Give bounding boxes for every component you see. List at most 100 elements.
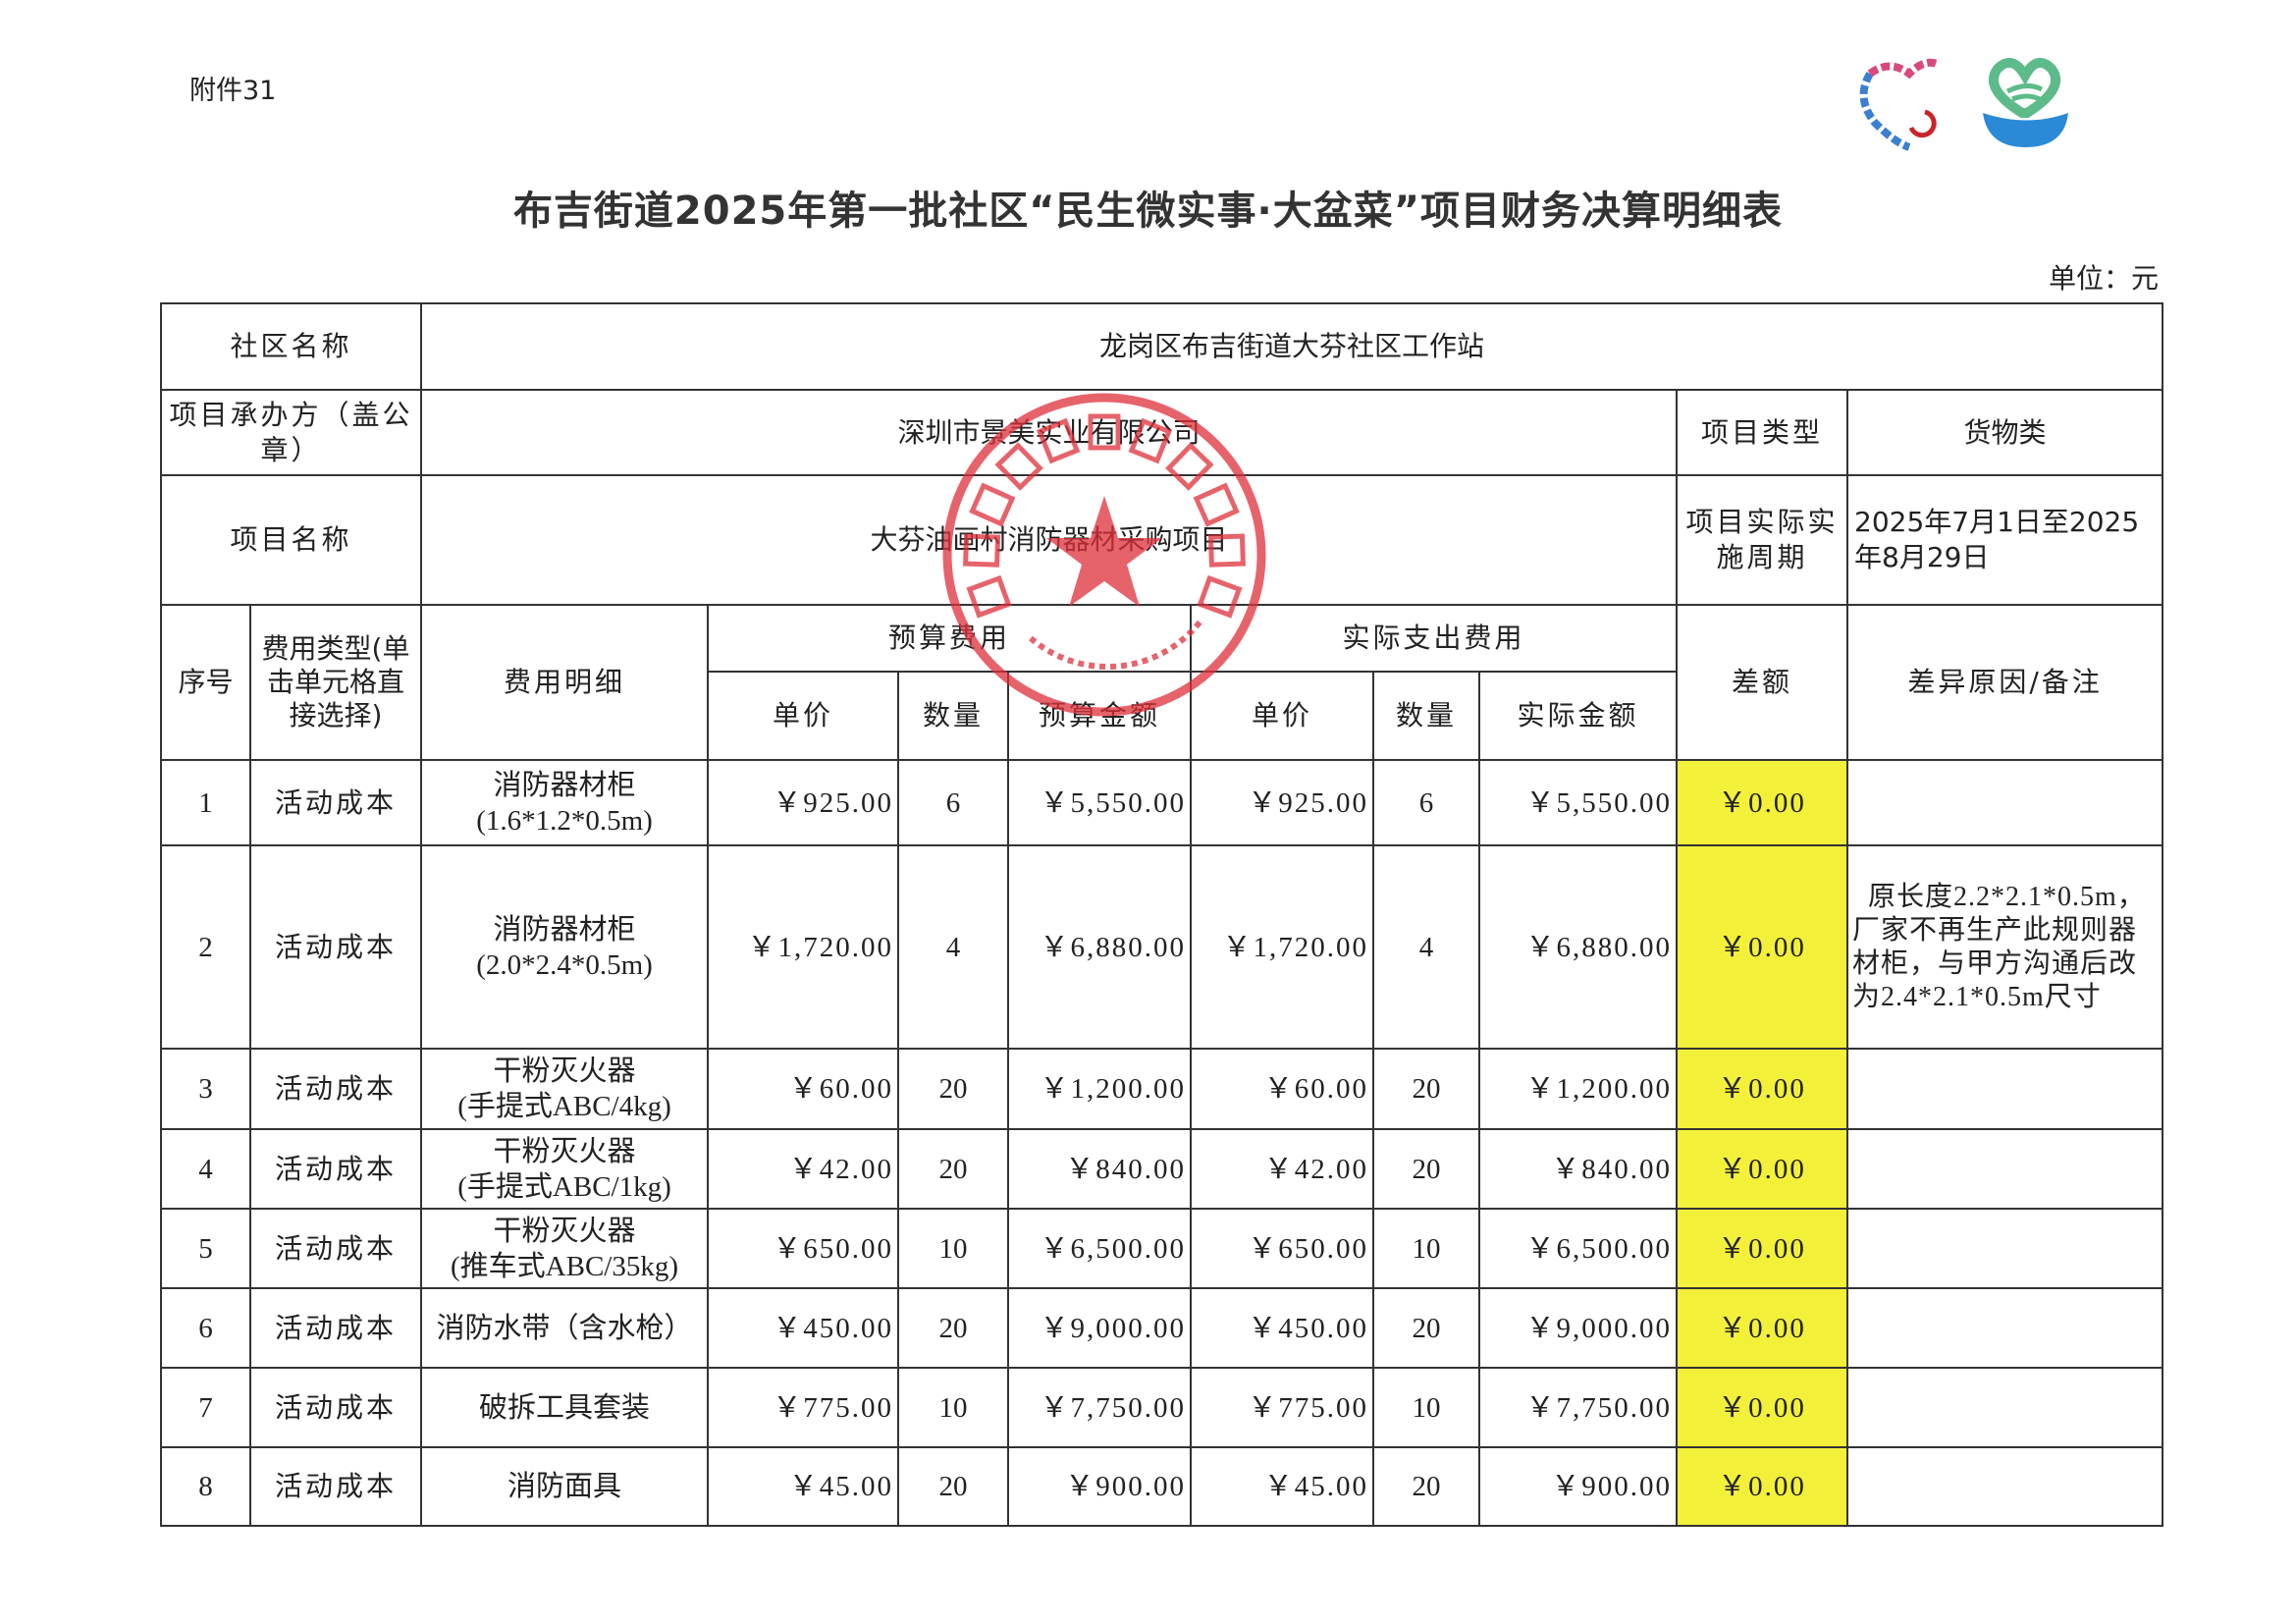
project-type-value: 货物类 [1846, 389, 2164, 476]
cell-detail: 消防器材柜 (2.0*2.4*0.5m) [420, 844, 710, 1050]
col-budget-qty: 数量 [897, 671, 1010, 761]
cell-budget-qty: 4 [897, 844, 1010, 1050]
cell-budget-price: ￥1,720.00 [707, 844, 900, 1050]
cell-actual-price: ￥42.00 [1190, 1128, 1375, 1210]
header-row-1: 序号 费用类型(单击单元格直接选择) 费用明细 预算费用 实际支出费用 差额 差… [160, 604, 2164, 761]
cell-actual-price: ￥45.00 [1190, 1446, 1375, 1527]
community-label: 社区名称 [159, 302, 423, 391]
cell-actual-price: ￥925.00 [1190, 759, 1375, 846]
cell-actual-qty: 20 [1372, 1128, 1481, 1210]
cell-budget-price: ￥60.00 [707, 1048, 900, 1130]
cell-cost-type: 活动成本 [248, 1367, 423, 1448]
cell-seq: 4 [160, 1128, 251, 1210]
cell-actual-amount: ￥9,000.00 [1478, 1287, 1679, 1369]
cell-budget-amount: ￥900.00 [1007, 1446, 1193, 1527]
col-budget-group: 预算费用 [707, 604, 1193, 673]
cell-budget-amount: ￥5,550.00 [1007, 759, 1193, 846]
cell-actual-amount: ￥7,750.00 [1478, 1367, 1679, 1448]
cell-actual-price: ￥775.00 [1190, 1367, 1375, 1448]
table-row: 5 活动成本 干粉灭火器 (推车式ABC/35kg) ￥650.00 10 ￥6,500.… [160, 1208, 2164, 1289]
cell-detail: 干粉灭火器 (手提式ABC/1kg) [420, 1128, 710, 1210]
attachment-label: 附件31 [189, 76, 277, 106]
cell-actual-amount: ￥6,880.00 [1478, 844, 1679, 1050]
cell-actual-price: ￥1,720.00 [1190, 844, 1375, 1050]
table-row: 7 活动成本 破拆工具套装 ￥775.00 10 ￥7,750.00 ￥775.00 10 ￥7… [160, 1367, 2164, 1448]
col-budget-price: 单价 [707, 671, 900, 761]
cell-actual-qty: 20 [1372, 1446, 1481, 1527]
project-name-value: 大芬油画村消防器材采购项目 [420, 474, 1679, 606]
project-name-row: 项目名称 大芬油画村消防器材采购项目 项目实际实施周期 2025年7月1日至20… [159, 474, 2164, 606]
table-row: 3 活动成本 干粉灭火器 (手提式ABC/4kg) ￥60.00 20 ￥1,200.00… [160, 1048, 2164, 1130]
community-value: 龙岗区布吉街道大芬社区工作站 [420, 302, 2164, 391]
cell-budget-amount: ￥7,750.00 [1007, 1367, 1193, 1448]
cell-diff: ￥0.00 [1676, 759, 1849, 846]
cell-actual-qty: 4 [1372, 844, 1481, 1050]
cell-detail: 破拆工具套装 [420, 1367, 710, 1448]
project-name-label: 项目名称 [159, 474, 423, 606]
cell-diff: ￥0.00 [1676, 844, 1849, 1050]
cell-cost-type: 活动成本 [248, 1128, 423, 1210]
cell-budget-qty: 20 [897, 1128, 1010, 1210]
heart-people-logo-icon [1859, 58, 1939, 151]
cell-actual-amount: ￥1,200.00 [1478, 1048, 1679, 1130]
cell-detail: 干粉灭火器 (手提式ABC/4kg) [420, 1048, 710, 1130]
project-type-label: 项目类型 [1676, 389, 1849, 476]
cell-actual-qty: 10 [1372, 1208, 1481, 1289]
table-row: 1 活动成本 消防器材柜 (1.6*1.2*0.5m) ￥925.00 6 ￥5,550.… [160, 759, 2164, 846]
col-diff: 差额 [1676, 604, 1849, 761]
cell-detail: 消防水带（含水枪） [420, 1287, 710, 1369]
cell-diff: ￥0.00 [1676, 1048, 1849, 1130]
col-actual-qty: 数量 [1372, 671, 1481, 761]
cell-budget-price: ￥45.00 [707, 1446, 900, 1527]
cell-budget-price: ￥775.00 [707, 1367, 900, 1448]
cell-budget-amount: ￥6,500.00 [1007, 1208, 1193, 1289]
cell-note: 原长度2.2*2.1*0.5m，厂家不再生产此规则器材柜，与甲方沟通后改为2.4… [1846, 844, 2164, 1050]
cell-budget-amount: ￥9,000.00 [1007, 1287, 1193, 1369]
cell-budget-qty: 6 [897, 759, 1010, 846]
period-label: 项目实际实施周期 [1676, 474, 1849, 606]
cell-cost-type: 活动成本 [248, 759, 423, 846]
cell-note [1846, 1287, 2164, 1369]
cell-budget-amount: ￥6,880.00 [1007, 844, 1193, 1050]
cell-actual-amount: ￥840.00 [1478, 1128, 1679, 1210]
col-note: 差异原因/备注 [1846, 604, 2164, 761]
cell-note [1846, 1128, 2164, 1210]
cell-budget-price: ￥650.00 [707, 1208, 900, 1289]
cell-actual-price: ￥60.00 [1190, 1048, 1375, 1130]
cell-cost-type: 活动成本 [248, 1287, 423, 1369]
unit-label: 单位：元 [2048, 262, 2159, 295]
cell-note [1846, 1367, 2164, 1448]
table-row: 4 活动成本 干粉灭火器 (手提式ABC/1kg) ￥42.00 20 ￥840.00 ￥4… [160, 1128, 2164, 1210]
cell-budget-qty: 20 [897, 1287, 1010, 1369]
cell-seq: 1 [160, 759, 251, 846]
cell-budget-qty: 20 [897, 1446, 1010, 1527]
cell-cost-type: 活动成本 [248, 1208, 423, 1289]
cell-actual-amount: ￥5,550.00 [1478, 759, 1679, 846]
cell-cost-type: 活动成本 [248, 1446, 423, 1527]
organizer-value: 深圳市景美实业有限公司 [420, 389, 1679, 476]
cell-budget-amount: ￥1,200.00 [1007, 1048, 1193, 1130]
cell-cost-type: 活动成本 [248, 844, 423, 1050]
logos [1859, 57, 2068, 151]
col-budget-amount: 预算金额 [1007, 671, 1193, 761]
col-cost-type: 费用类型(单击单元格直接选择) [248, 604, 423, 761]
period-value: 2025年7月1日至2025年8月29日 [1846, 474, 2164, 606]
cell-detail: 消防面具 [420, 1446, 710, 1527]
cell-budget-price: ￥925.00 [707, 759, 900, 846]
page-title: 布吉街道2025年第一批社区“民生微实事·大盆菜”项目财务决算明细表 [512, 189, 1784, 234]
cell-seq: 5 [160, 1208, 251, 1289]
community-heart-bowl-logo-icon [1983, 57, 2068, 147]
cell-budget-price: ￥42.00 [707, 1128, 900, 1210]
cell-diff: ￥0.00 [1676, 1287, 1849, 1369]
col-actual-price: 单价 [1190, 671, 1375, 761]
cell-diff: ￥0.00 [1676, 1208, 1849, 1289]
col-detail: 费用明细 [420, 604, 710, 761]
cell-budget-price: ￥450.00 [707, 1287, 900, 1369]
cell-note [1846, 759, 2164, 846]
cell-seq: 7 [160, 1367, 251, 1448]
cell-diff: ￥0.00 [1676, 1446, 1849, 1527]
cell-seq: 8 [160, 1446, 251, 1527]
cell-detail: 消防器材柜 (1.6*1.2*0.5m) [420, 759, 710, 846]
cell-budget-qty: 10 [897, 1367, 1010, 1448]
cell-seq: 3 [160, 1048, 251, 1130]
